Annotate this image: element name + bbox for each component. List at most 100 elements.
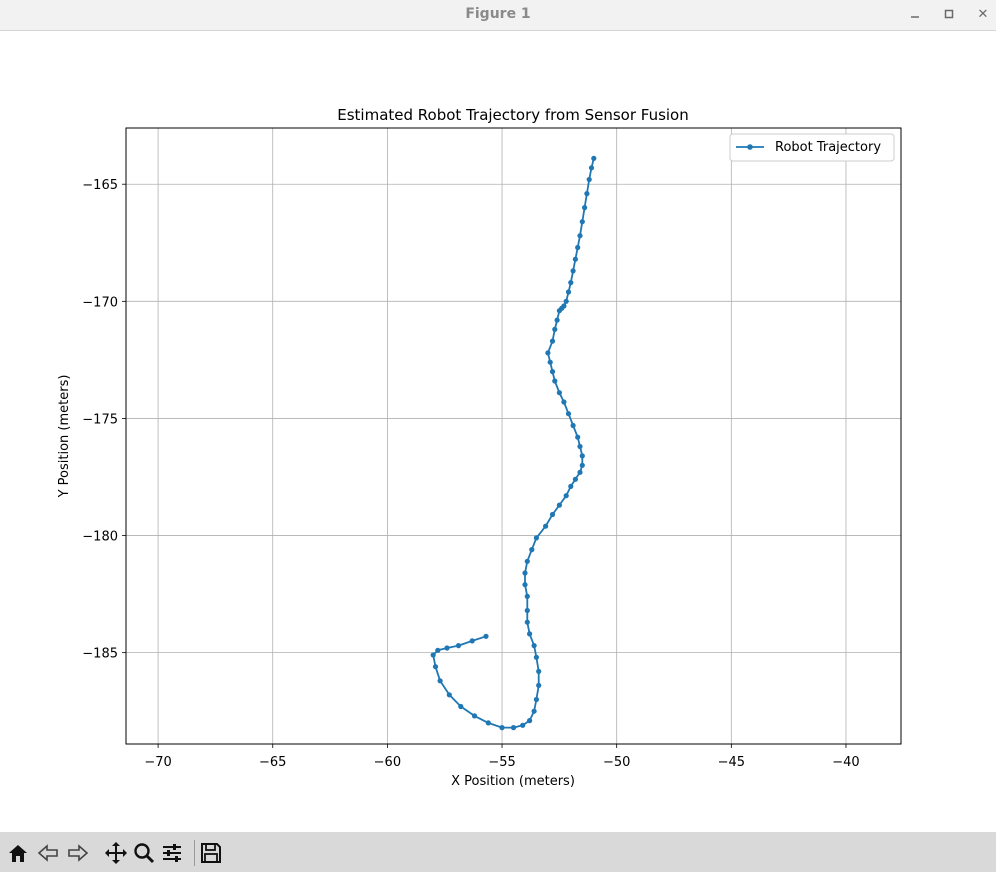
trajectory-point: [524, 593, 530, 600]
trajectory-point: [565, 411, 572, 417]
home-icon[interactable]: [6, 842, 30, 864]
y-tick-label: −165: [82, 178, 118, 193]
trajectory-point: [577, 443, 583, 450]
trajectory-point: [545, 350, 551, 356]
close-icon[interactable]: ✕: [977, 6, 989, 22]
trajectory-point: [556, 502, 563, 508]
trajectory-point: [570, 268, 576, 274]
y-axis-label: Y Position (meters): [57, 375, 72, 499]
trajectory-point: [533, 654, 540, 660]
trajectory-point: [527, 718, 533, 724]
x-tick-label: −55: [488, 755, 515, 770]
legend-marker: [747, 144, 753, 150]
trajectory-point: [430, 652, 436, 658]
y-tick-label: −180: [82, 530, 118, 545]
trajectory-point: [568, 483, 574, 489]
trajectory-point: [524, 607, 530, 614]
trajectory-point: [575, 244, 581, 251]
trajectory-point: [531, 708, 537, 714]
trajectory-point: [533, 535, 540, 541]
zoom-icon[interactable]: [132, 842, 156, 864]
trajectory-point: [579, 462, 585, 468]
trajectory-point: [561, 399, 567, 405]
plot-area-background: [126, 128, 901, 744]
maximize-icon[interactable]: [938, 4, 960, 24]
legend-label: Robot Trajectory: [775, 140, 881, 155]
trajectory-point: [552, 326, 558, 332]
trajectory-point: [563, 493, 569, 499]
trajectory-point: [568, 280, 574, 286]
trajectory-point: [543, 523, 549, 529]
y-tick-label: −170: [82, 295, 118, 310]
trajectory-point: [549, 338, 556, 344]
trajectory-point: [435, 647, 441, 653]
trajectory-point: [522, 582, 528, 588]
trajectory-point: [547, 359, 553, 365]
trajectory-point: [471, 713, 478, 719]
trajectory-point: [527, 631, 533, 637]
trajectory-point: [565, 289, 572, 295]
trajectory-point: [458, 703, 464, 710]
x-tick-label: −65: [259, 755, 286, 770]
trajectory-point: [556, 308, 563, 314]
trajectory-point: [549, 369, 556, 375]
trajectory-point: [582, 205, 588, 211]
navigation-toolbar: [0, 832, 996, 872]
trajectory-point: [579, 453, 585, 459]
axis-ticks: −70 −65 −60 −55 −50 −45 −40 −165 −170 −175 −180 −18…: [82, 178, 859, 770]
x-tick-label: −50: [603, 755, 630, 770]
trajectory-point: [524, 619, 530, 625]
trajectory-point: [572, 476, 579, 482]
chart-svg: −70 −65 −60 −55 −50 −45 −40 −165 −170 −175 −180 −18…: [57, 106, 902, 789]
x-axis-label: X Position (meters): [451, 774, 575, 789]
trajectory-point: [520, 722, 526, 728]
save-icon[interactable]: [199, 842, 223, 864]
trajectory-point: [556, 390, 563, 396]
trajectory-point: [552, 378, 558, 384]
legend: Robot Trajectory: [729, 133, 895, 162]
trajectory-point: [522, 570, 528, 576]
trajectory-point: [455, 643, 462, 649]
trajectory-point: [469, 638, 475, 644]
trajectory-point: [584, 191, 590, 197]
toolbar-separator: [194, 840, 195, 866]
trajectory-point: [483, 633, 489, 639]
x-tick-label: −60: [374, 755, 401, 770]
trajectory-point: [510, 725, 517, 731]
minimize-icon[interactable]: [904, 4, 926, 24]
window-title: Figure 1: [465, 6, 531, 22]
trajectory-point: [444, 645, 450, 651]
trajectory-point: [577, 233, 583, 239]
window-titlebar: Figure 1 ✕: [0, 0, 996, 31]
trajectory-point: [499, 725, 505, 731]
y-tick-label: −175: [82, 412, 118, 427]
forward-arrow-icon[interactable]: [66, 842, 90, 864]
trajectory-point: [529, 547, 535, 553]
trajectory-point: [536, 668, 542, 675]
back-arrow-icon[interactable]: [36, 842, 60, 864]
x-tick-label: −45: [718, 755, 745, 770]
trajectory-point: [446, 692, 452, 698]
chart-title: Estimated Robot Trajectory from Sensor F…: [337, 106, 689, 124]
trajectory-point: [572, 256, 579, 262]
trajectory-point: [586, 176, 592, 183]
trajectory-point: [579, 219, 585, 225]
legend-box: [729, 133, 895, 162]
x-tick-label: −40: [832, 755, 859, 770]
pan-icon[interactable]: [104, 842, 128, 864]
trajectory-point: [437, 678, 443, 684]
trajectory-point: [591, 155, 597, 161]
plot-area-frame: [125, 127, 902, 745]
grid-lines: [126, 128, 901, 744]
trajectory-point: [563, 298, 569, 304]
trajectory-point: [575, 434, 581, 440]
trajectory-point: [432, 664, 439, 670]
data-series: [430, 155, 597, 731]
trajectory-point: [485, 720, 491, 726]
x-tick-label: −70: [144, 755, 171, 770]
trajectory-point: [549, 511, 556, 518]
trajectory-point: [588, 165, 595, 171]
trajectory-point: [577, 469, 583, 475]
configure-subplots-icon[interactable]: [160, 842, 184, 864]
figure-canvas: −70 −65 −60 −55 −50 −45 −40 −165 −170 −175 −180 −18…: [2, 31, 996, 831]
